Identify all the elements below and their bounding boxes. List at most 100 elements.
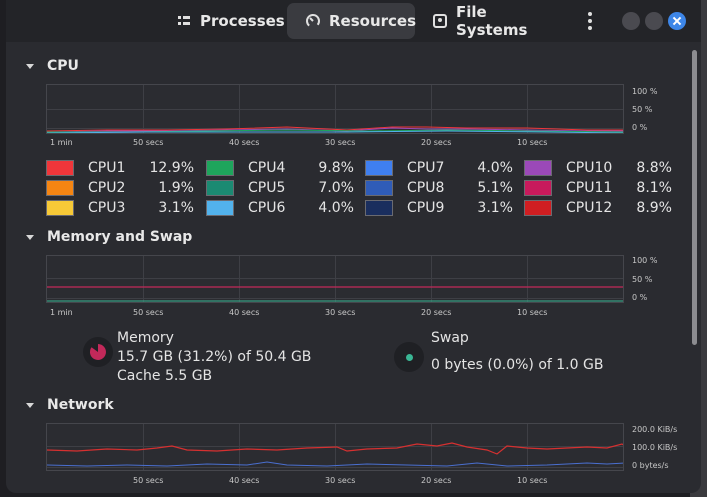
tab-resources[interactable]: Resources — [287, 3, 417, 39]
cpu-name: CPU4 — [248, 160, 286, 176]
cpu-color-swatch[interactable] — [46, 160, 74, 176]
cpu-legend-item: CPU8 5.1% — [365, 179, 513, 197]
close-button[interactable] — [668, 12, 686, 30]
network-y-label-0: 0 bytes/s — [632, 461, 669, 470]
cpu-legend-item: CPU4 9.8% — [206, 159, 354, 177]
memory-y-label-50: 50 % — [632, 275, 653, 284]
memory-cache: Cache 5.5 GB — [117, 368, 213, 384]
cpu-name: CPU11 — [566, 180, 613, 196]
cpu-legend-item: CPU9 3.1% — [365, 199, 513, 217]
cpu-y-label-50: 50 % — [632, 105, 653, 114]
cpu-name: CPU8 — [407, 180, 445, 196]
cpu-usage-value: 8.1% — [636, 180, 672, 196]
expand-triangle-icon — [26, 63, 34, 69]
cpu-name: CPU6 — [248, 200, 286, 216]
memory-graph — [46, 255, 624, 303]
memory-title: Memory and Swap — [47, 229, 193, 245]
cpu-color-swatch[interactable] — [365, 160, 393, 176]
network-x-label: 50 secs — [133, 476, 164, 485]
cpu-name: CPU3 — [88, 200, 126, 216]
cpu-usage-value: 8.9% — [636, 200, 672, 216]
cpu-title: CPU — [47, 58, 79, 74]
memory-x-label: 30 secs — [325, 308, 356, 317]
cpu-name: CPU10 — [566, 160, 613, 176]
cpu-color-swatch[interactable] — [206, 160, 234, 176]
cpu-section-header[interactable]: CPU — [26, 58, 79, 74]
cpu-color-swatch[interactable] — [206, 180, 234, 196]
memory-pie-icon — [83, 337, 113, 367]
minimize-button[interactable] — [622, 12, 640, 30]
tab-file-systems[interactable]: File Systems — [432, 3, 557, 39]
cpu-name: CPU9 — [407, 200, 445, 216]
network-x-label: 10 secs — [517, 476, 548, 485]
network-x-label: 40 secs — [229, 476, 260, 485]
swap-pie-icon — [394, 342, 424, 372]
swap-usage: 0 bytes (0.0%) of 1.0 GB — [431, 357, 604, 373]
system-monitor-window: Processes Resources File Systems CPU — [6, 0, 701, 493]
network-title: Network — [47, 397, 114, 413]
network-y-label-200: 200.0 KiB/s — [632, 425, 678, 434]
cpu-usage-value: 8.8% — [636, 160, 672, 176]
cpu-color-swatch[interactable] — [206, 200, 234, 216]
cpu-color-swatch[interactable] — [365, 200, 393, 216]
memory-usage: 15.7 GB (31.2%) of 50.4 GB — [117, 349, 312, 365]
expand-triangle-icon — [26, 402, 34, 408]
network-y-label-100: 100.0 KiB/s — [632, 443, 678, 452]
gauge-icon — [305, 13, 321, 29]
memory-label: Memory — [117, 330, 174, 346]
cpu-legend-item: CPU11 8.1% — [524, 179, 672, 197]
memory-y-label-100: 100 % — [632, 256, 658, 265]
network-section-header[interactable]: Network — [26, 397, 114, 413]
cpu-usage-value: 4.0% — [318, 200, 354, 216]
cpu-color-swatch[interactable] — [524, 160, 552, 176]
memory-section-header[interactable]: Memory and Swap — [26, 229, 192, 245]
swap-label: Swap — [431, 330, 469, 346]
cpu-usage-value: 4.0% — [477, 160, 513, 176]
menu-button[interactable] — [582, 9, 598, 33]
network-x-label: 20 secs — [421, 476, 452, 485]
cpu-usage-value: 5.1% — [477, 180, 513, 196]
cpu-name: CPU5 — [248, 180, 286, 196]
cpu-x-label: 1 min — [50, 138, 73, 147]
memory-x-label: 1 min — [50, 308, 73, 317]
disk-icon — [432, 13, 448, 29]
cpu-x-label: 10 secs — [517, 138, 548, 147]
scrollbar[interactable] — [692, 50, 697, 345]
cpu-legend-item: CPU2 1.9% — [46, 179, 194, 197]
cpu-color-swatch[interactable] — [365, 180, 393, 196]
maximize-button[interactable] — [645, 12, 663, 30]
cpu-color-swatch[interactable] — [524, 180, 552, 196]
cpu-x-label: 50 secs — [133, 138, 164, 147]
cpu-y-label-100: 100 % — [632, 87, 658, 96]
cpu-legend-item: CPU10 8.8% — [524, 159, 672, 177]
cpu-usage-value: 3.1% — [158, 200, 194, 216]
cpu-legend-item: CPU12 8.9% — [524, 199, 672, 217]
memory-x-label: 10 secs — [517, 308, 548, 317]
tab-resources-label: Resources — [329, 12, 417, 30]
cpu-usage-value: 12.9% — [149, 160, 194, 176]
cpu-usage-value: 7.0% — [318, 180, 354, 196]
expand-triangle-icon — [26, 234, 34, 240]
cpu-color-swatch[interactable] — [46, 200, 74, 216]
cpu-color-swatch[interactable] — [46, 180, 74, 196]
list-icon — [176, 13, 192, 29]
tab-processes-label: Processes — [200, 12, 285, 30]
cpu-usage-value: 3.1% — [477, 200, 513, 216]
cpu-legend-item: CPU7 4.0% — [365, 159, 513, 177]
memory-x-label: 50 secs — [133, 308, 164, 317]
cpu-x-label: 30 secs — [325, 138, 356, 147]
tab-processes[interactable]: Processes — [166, 3, 286, 39]
memory-y-label-0: 0 % — [632, 293, 648, 302]
cpu-color-swatch[interactable] — [524, 200, 552, 216]
cpu-x-label: 20 secs — [421, 138, 452, 147]
cpu-x-label: 40 secs — [229, 138, 260, 147]
cpu-legend-item: CPU6 4.0% — [206, 199, 354, 217]
network-x-label: 30 secs — [325, 476, 356, 485]
cpu-name: CPU2 — [88, 180, 126, 196]
cpu-usage-value: 9.8% — [318, 160, 354, 176]
cpu-legend-item: CPU5 7.0% — [206, 179, 354, 197]
memory-x-label: 20 secs — [421, 308, 452, 317]
cpu-name: CPU1 — [88, 160, 126, 176]
cpu-legend-item: CPU3 3.1% — [46, 199, 194, 217]
header-bar: Processes Resources File Systems — [6, 0, 701, 42]
